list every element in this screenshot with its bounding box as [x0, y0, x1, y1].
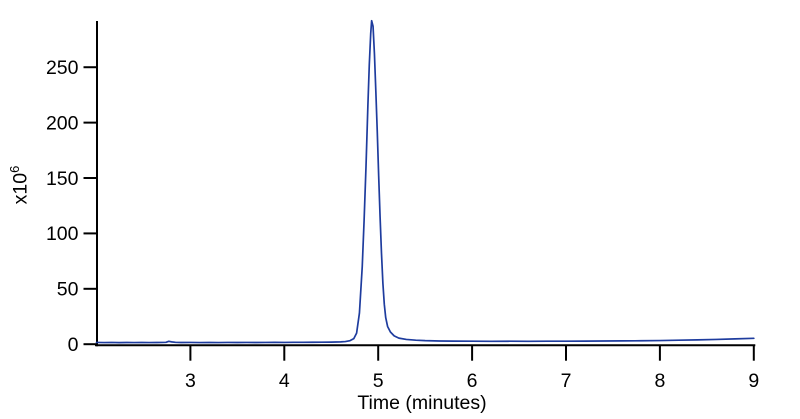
x-tick-label: 6	[467, 370, 478, 392]
chromatogram-trace	[95, 19, 755, 344]
x-tick-label: 9	[748, 370, 759, 392]
y-tick-label: 50	[57, 279, 79, 301]
x-axis-title: Time (minutes)	[357, 392, 487, 414]
y-axis-multiplier-exponent: 6	[7, 165, 22, 173]
y-tick-label: 0	[68, 334, 79, 356]
x-tick-label: 8	[654, 370, 665, 392]
x-tick-label: 7	[561, 370, 572, 392]
x-tick-label: 3	[185, 370, 196, 392]
y-tick-label: 250	[46, 57, 79, 79]
x-tick-label: 4	[279, 370, 290, 392]
y-tick-label: 100	[46, 223, 79, 245]
y-tick-label: 200	[46, 112, 79, 134]
y-axis-multiplier-base: x10	[9, 172, 32, 205]
x-tick-label: 5	[373, 370, 384, 392]
y-tick-label: 150	[46, 168, 79, 190]
y-axis-multiplier-label: x106	[7, 145, 33, 225]
